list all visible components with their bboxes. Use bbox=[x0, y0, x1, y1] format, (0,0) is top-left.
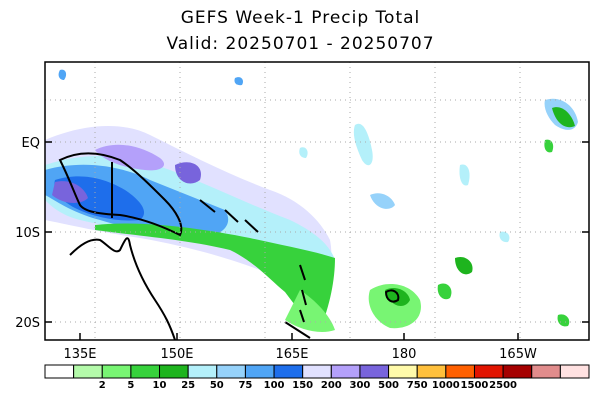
precip-region-5-10 bbox=[95, 223, 335, 330]
precip-region-100-150-b bbox=[52, 181, 88, 204]
island-fiji bbox=[384, 289, 400, 303]
colorbar-label: 2 bbox=[98, 380, 106, 391]
colorbar-label: 200 bbox=[320, 380, 342, 391]
new-guinea-coast bbox=[58, 152, 183, 237]
colorbar-label: 10 bbox=[152, 380, 167, 391]
colorbar-label: 750 bbox=[406, 380, 428, 391]
precip-region-scattered-f bbox=[552, 107, 575, 128]
colorbar-swatch bbox=[73, 364, 103, 379]
colorbar-swatch bbox=[359, 364, 390, 379]
island-nz-tip bbox=[284, 321, 311, 339]
australia-coast bbox=[69, 237, 176, 340]
precip-region-scattered-h bbox=[370, 193, 395, 209]
lon-label-180: 180 bbox=[392, 347, 417, 362]
precip-region-scattered-k bbox=[557, 314, 570, 327]
colorbar-swatch bbox=[502, 364, 533, 379]
coastlines bbox=[58, 152, 400, 340]
precip-field bbox=[45, 69, 578, 340]
colorbar-label: 75 bbox=[238, 380, 253, 391]
colorbar-swatch bbox=[559, 364, 590, 379]
colorbar bbox=[44, 364, 590, 379]
colorbar-label: 2500 bbox=[489, 380, 518, 391]
lon-ticks bbox=[79, 333, 519, 340]
colorbar-label: 1500 bbox=[460, 380, 489, 391]
precip-region-scattered-d bbox=[455, 256, 473, 275]
colorbar-swatch bbox=[330, 364, 361, 379]
island-chain-a bbox=[199, 199, 259, 233]
precip-region-scattered-g bbox=[353, 123, 373, 166]
colorbar-label: 50 bbox=[209, 380, 224, 391]
colorbar-swatch bbox=[101, 364, 132, 379]
precip-region-scattered-n bbox=[299, 147, 308, 158]
colorbar-swatch bbox=[473, 364, 504, 379]
colorbar-swatch bbox=[302, 364, 332, 379]
precip-region-scattered-a bbox=[368, 284, 421, 329]
island-chain-b bbox=[299, 264, 307, 323]
lon-label-135e: 135E bbox=[63, 347, 96, 362]
colorbar-swatch bbox=[187, 364, 218, 379]
colorbar-label: 500 bbox=[378, 380, 400, 391]
colorbar-swatch bbox=[416, 364, 447, 379]
lon-label-165e: 165E bbox=[275, 347, 308, 362]
precip-region-100-150 bbox=[95, 144, 165, 171]
colorbar-swatch bbox=[216, 364, 246, 379]
colorbar-swatch bbox=[531, 364, 561, 379]
colorbar-swatch bbox=[445, 364, 475, 379]
chart-subtitle: Valid: 20250701 - 20250707 bbox=[166, 34, 435, 54]
colorbar-label: 25 bbox=[181, 380, 196, 391]
colorbar-swatch bbox=[130, 364, 161, 379]
lon-label-165w: 165W bbox=[499, 347, 537, 362]
lat-label-20s: 20S bbox=[15, 316, 40, 331]
colorbar-label: 1000 bbox=[431, 380, 460, 391]
precip-region-scattered-c bbox=[437, 283, 452, 300]
precip-region-2-5 bbox=[285, 290, 335, 332]
colorbar-swatch bbox=[244, 364, 275, 379]
lat-label-10s: 10S bbox=[15, 226, 40, 241]
colorbar-label: 150 bbox=[292, 380, 314, 391]
plot-frame bbox=[44, 61, 590, 341]
colorbar-label: 300 bbox=[349, 380, 371, 391]
grid-lines bbox=[45, 62, 589, 340]
precip-region-scattered-i bbox=[459, 164, 470, 186]
precip-region-scattered-o bbox=[499, 231, 510, 243]
precip-region-scattered-j bbox=[544, 139, 554, 153]
colorbar-swatch bbox=[159, 364, 189, 379]
precip-region-100-150-c bbox=[175, 162, 201, 184]
precip-region-scattered-m bbox=[58, 69, 67, 80]
colorbar-swatch bbox=[44, 364, 75, 379]
colorbar-swatch bbox=[388, 364, 418, 379]
lon-label-150e: 150E bbox=[160, 347, 193, 362]
chart-title: GEFS Week-1 Precip Total bbox=[180, 8, 421, 28]
colorbar-label: 5 bbox=[127, 380, 135, 391]
precip-region-scattered-l bbox=[234, 77, 244, 86]
lat-ticks bbox=[45, 141, 589, 323]
colorbar-swatch bbox=[273, 364, 304, 379]
colorbar-label: 100 bbox=[263, 380, 285, 391]
lat-label-eq: EQ bbox=[22, 136, 40, 151]
